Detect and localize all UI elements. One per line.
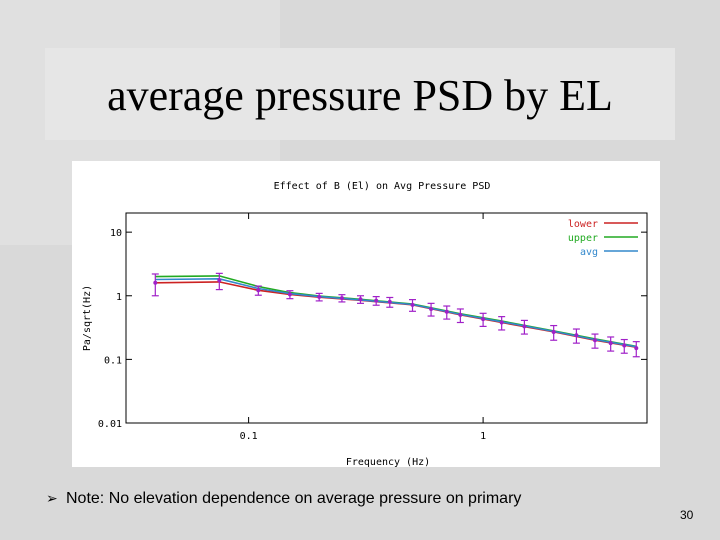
- y-tick-label: 1: [116, 292, 122, 303]
- x-tick-label: 0.1: [240, 431, 258, 442]
- error-bar-point: [429, 306, 434, 311]
- slide-title: average pressure PSD by EL: [107, 71, 613, 120]
- x-tick-label: 1: [480, 431, 486, 442]
- error-bar-point: [574, 333, 579, 338]
- error-bar-point: [634, 346, 639, 351]
- error-bar-point: [339, 296, 344, 301]
- error-bar: [520, 319, 528, 335]
- error-bar: [591, 333, 599, 349]
- error-bar-point: [153, 280, 158, 285]
- error-bar: [550, 324, 558, 341]
- error-bar-point: [458, 312, 463, 317]
- error-bar-point: [256, 288, 261, 293]
- series-line-lower: [155, 281, 637, 349]
- psd-chart: Effect of B (El) on Avg Pressure PSD 0.0…: [82, 181, 648, 467]
- error-bar: [620, 338, 628, 354]
- error-bar-point: [374, 298, 379, 303]
- error-bar: [315, 292, 323, 302]
- error-bar-point: [217, 278, 222, 283]
- plot-frame: [125, 212, 648, 424]
- legend-label-upper: upper: [568, 233, 598, 244]
- y-tick-label: 0.1: [104, 355, 122, 366]
- y-tick-label: 0.01: [98, 419, 122, 430]
- error-bar: [607, 336, 615, 352]
- error-bar: [572, 328, 580, 344]
- chart-title: Effect of B (El) on Avg Pressure PSD: [274, 181, 491, 192]
- x-axis-label: Frequency (Hz): [346, 457, 430, 467]
- error-bar-point: [608, 341, 613, 346]
- note-bullet: ➢ Note: No elevation dependence on averag…: [46, 490, 521, 508]
- error-bar-point: [444, 309, 449, 314]
- error-bar: [409, 299, 417, 312]
- series-line-upper: [155, 275, 637, 348]
- error-bar: [215, 272, 223, 291]
- note-text: Note: No elevation dependence on average…: [66, 490, 522, 507]
- error-bar-point: [622, 343, 627, 348]
- error-bar-point: [358, 297, 363, 302]
- y-axis-label: Pa/sqrt(Hz): [82, 285, 93, 351]
- error-bar-point: [551, 329, 556, 334]
- y-tick-label: 10: [110, 228, 122, 239]
- error-bar: [443, 305, 451, 320]
- error-bar-point: [317, 294, 322, 299]
- error-bar-point: [481, 317, 486, 322]
- error-bar: [254, 285, 262, 296]
- error-bar-point: [522, 324, 527, 329]
- error-bar-point: [592, 338, 597, 343]
- arrow-bullet-icon: ➢: [46, 490, 58, 506]
- error-bar: [632, 341, 640, 358]
- series-line-avg: [155, 277, 637, 348]
- error-bar: [151, 273, 159, 297]
- error-bar: [456, 308, 464, 324]
- legend-label-avg: avg: [580, 247, 598, 258]
- chart-panel: Effect of B (El) on Avg Pressure PSD 0.0…: [72, 161, 660, 467]
- error-bar-point: [410, 302, 415, 307]
- error-bar: [427, 302, 435, 317]
- error-bar-point: [499, 320, 504, 325]
- error-bar: [498, 316, 506, 331]
- error-bar: [386, 296, 394, 308]
- error-bar: [338, 294, 346, 303]
- legend-label-lower: lower: [568, 219, 598, 230]
- page-number: 30: [680, 508, 694, 522]
- error-bar: [356, 295, 364, 304]
- error-bar: [286, 290, 294, 300]
- error-bar-point: [287, 292, 292, 297]
- error-bar: [479, 312, 487, 327]
- title-band: [45, 48, 675, 140]
- error-bar: [372, 296, 380, 306]
- error-bar-point: [387, 299, 392, 304]
